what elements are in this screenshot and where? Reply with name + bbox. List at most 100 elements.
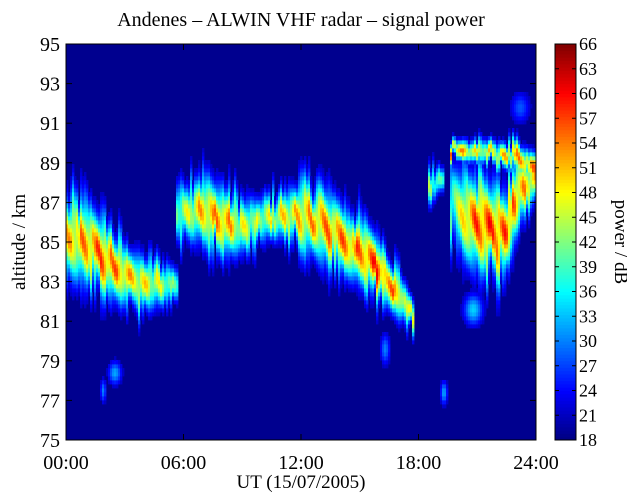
heatmap-cell	[272, 184, 275, 189]
heatmap-cell	[242, 228, 245, 233]
heatmap-cell	[72, 284, 75, 289]
heatmap-cell	[204, 212, 207, 217]
heatmap-cell	[138, 256, 141, 261]
heatmap-cell	[320, 176, 323, 181]
heatmap-cell	[374, 264, 377, 269]
heatmap-cell	[226, 260, 229, 265]
heatmap-cell	[208, 200, 211, 205]
heatmap-cell	[338, 220, 341, 225]
heatmap-cell	[428, 160, 431, 165]
plot-area: 00:00 06:00 12:00 18:00 24:00 75777981838587…	[40, 34, 559, 474]
heatmap-cell	[376, 228, 379, 233]
heatmap-cell	[474, 276, 477, 281]
heatmap-cell	[236, 204, 239, 209]
heatmap-cell	[380, 352, 383, 357]
heatmap-cell	[478, 156, 481, 161]
heatmap-cell	[358, 200, 361, 205]
heatmap-cell	[254, 252, 257, 257]
heatmap-cell	[366, 280, 369, 285]
heatmap-cell	[484, 200, 487, 205]
heatmap-cell	[364, 272, 367, 277]
heatmap-cell	[148, 292, 151, 297]
heatmap-cell	[232, 252, 235, 257]
heatmap-cell	[102, 208, 105, 213]
heatmap-cell	[104, 280, 107, 285]
heatmap-cell	[500, 276, 503, 281]
heatmap-cell	[274, 224, 277, 229]
heatmap-cell	[172, 284, 175, 289]
heatmap-cell	[496, 300, 499, 305]
heatmap-cell	[452, 160, 455, 165]
heatmap-cell	[332, 256, 335, 261]
heatmap-cell	[190, 192, 193, 197]
heatmap-cell	[108, 280, 111, 285]
heatmap-cell	[346, 200, 349, 205]
heatmap-cell	[222, 236, 225, 241]
heatmap-cell	[372, 252, 375, 257]
heatmap-cell	[138, 288, 141, 293]
heatmap-cell	[404, 288, 407, 293]
heatmap-cell	[232, 224, 235, 229]
heatmap-cell	[398, 312, 401, 317]
heatmap-cell	[224, 208, 227, 213]
heatmap-cell	[182, 188, 185, 193]
heatmap-cell	[450, 244, 453, 249]
heatmap-cell	[148, 308, 151, 313]
heatmap-cell	[316, 176, 319, 181]
heatmap-cell	[118, 240, 121, 245]
heatmap-cell	[346, 228, 349, 233]
heatmap-cell	[122, 256, 125, 261]
heatmap-cell	[310, 216, 313, 221]
heatmap-cell	[380, 300, 383, 305]
heatmap-cell	[488, 188, 491, 193]
heatmap-cell	[322, 168, 325, 173]
heatmap-cell	[222, 172, 225, 177]
heatmap-cell	[184, 228, 187, 233]
heatmap-cell	[192, 220, 195, 225]
heatmap-cell	[362, 292, 365, 297]
heatmap-cell	[438, 180, 441, 185]
heatmap-cell	[208, 236, 211, 241]
heatmap-cell	[130, 288, 133, 293]
heatmap-cell	[86, 228, 89, 233]
heatmap-cell	[84, 296, 87, 301]
heatmap-cell	[142, 264, 145, 269]
heatmap-cell	[274, 240, 277, 245]
heatmap-cell	[476, 272, 479, 277]
heatmap-cell	[482, 172, 485, 177]
heatmap-cell	[242, 204, 245, 209]
heatmap-cell	[388, 300, 391, 305]
heatmap-cell	[464, 316, 467, 321]
heatmap-cell	[432, 188, 435, 193]
heatmap-cell	[210, 184, 213, 189]
heatmap-cell	[374, 232, 377, 237]
heatmap-cell	[112, 276, 115, 281]
heatmap-cell	[344, 256, 347, 261]
heatmap-cell	[464, 256, 467, 261]
heatmap-cell	[286, 196, 289, 201]
heatmap-cell	[322, 188, 325, 193]
heatmap-cell	[132, 244, 135, 249]
heatmap-cell	[364, 292, 367, 297]
heatmap-cell	[392, 276, 395, 281]
heatmap-cell	[290, 208, 293, 213]
heatmap-cell	[476, 184, 479, 189]
heatmap-cell	[182, 224, 185, 229]
heatmap-cell	[106, 292, 109, 297]
heatmap-cell	[432, 172, 435, 177]
heatmap-cell	[306, 268, 309, 273]
heatmap-cell	[486, 280, 489, 285]
heatmap-cell	[166, 300, 169, 305]
heatmap-cell	[342, 200, 345, 205]
heatmap-cell	[462, 148, 465, 153]
heatmap-cell	[486, 284, 489, 289]
heatmap-cell	[494, 256, 497, 261]
heatmap-cell	[356, 292, 359, 297]
heatmap-cell	[82, 220, 85, 225]
heatmap-cell	[472, 164, 475, 169]
heatmap-cell	[82, 280, 85, 285]
heatmap-cell	[92, 252, 95, 257]
heatmap-cell	[94, 272, 97, 277]
heatmap-cell	[360, 240, 363, 245]
heatmap-cell	[126, 300, 129, 305]
